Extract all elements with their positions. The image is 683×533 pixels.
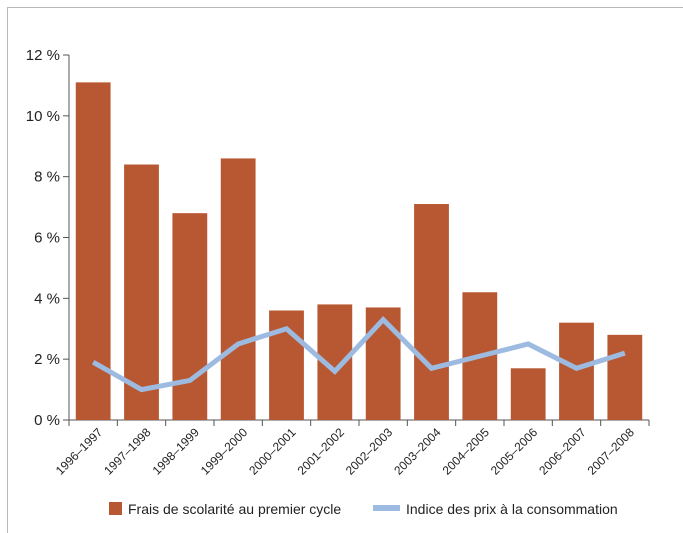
x-tick-label: 2005–2006 <box>488 425 541 478</box>
bar <box>559 322 594 420</box>
chart-frame-top <box>7 7 683 8</box>
x-tick-label: 2003–2004 <box>391 425 444 478</box>
legend-label-bar: Frais de scolarité au premier cycle <box>128 501 341 517</box>
chart-frame-left <box>7 7 8 533</box>
legend-swatch-bar <box>109 502 122 515</box>
x-tick-label: 1996–1997 <box>53 425 106 478</box>
bar <box>607 334 643 420</box>
legend-label-line: Indice des prix à la consommation <box>406 501 618 517</box>
y-tick-label: 12 % <box>26 47 60 64</box>
cpi-line <box>91 316 626 393</box>
x-axis: 1996–19971997–19981998–19991999–20002000… <box>53 419 650 478</box>
bar <box>172 213 208 420</box>
x-tick-label: 1997–1998 <box>101 425 154 478</box>
y-tick-label: 10 % <box>26 108 60 125</box>
bar <box>414 204 449 420</box>
bar <box>220 158 256 420</box>
x-tick-label: 2000–2001 <box>246 425 299 478</box>
y-axis: 0 % 2 % 4 % 6 % 8 % 10 % 12 % <box>26 47 70 429</box>
bar <box>365 307 401 420</box>
y-tick-label: 6 % <box>34 230 60 247</box>
x-tick-label: 2004–2005 <box>440 425 493 478</box>
y-tick-label: 0 % <box>34 412 60 429</box>
line-series <box>91 316 626 393</box>
x-tick-label: 2001–2002 <box>295 425 348 478</box>
y-tick-label: 2 % <box>34 351 60 368</box>
bar-series <box>75 82 643 420</box>
x-tick-label: 2002–2003 <box>343 425 396 478</box>
bar <box>510 368 546 420</box>
x-tick-label: 1998–1999 <box>150 425 203 478</box>
bar <box>124 164 159 420</box>
y-tick-label: 4 % <box>34 290 60 307</box>
x-tick-label: 1999–2000 <box>198 425 251 478</box>
x-tick-label: 2006–2007 <box>536 425 589 478</box>
legend: Frais de scolarité au premier cycle Indi… <box>109 501 618 517</box>
y-tick-label: 8 % <box>34 169 60 186</box>
x-tick-label: 2007–2008 <box>585 425 638 478</box>
